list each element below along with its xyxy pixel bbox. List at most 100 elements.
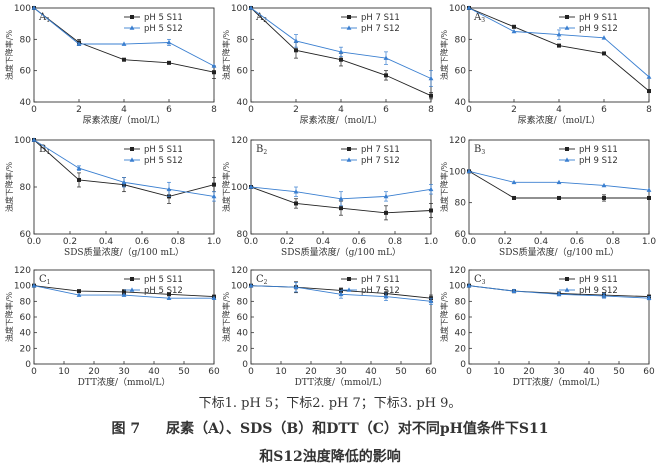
- data-point: [557, 195, 561, 200]
- x-tick-label: 6: [601, 105, 607, 115]
- x-tick-label: 2: [76, 105, 82, 115]
- x-tick-label: 0.6: [352, 237, 367, 247]
- y-tick-label: 100: [231, 183, 248, 193]
- y-tick-label: 100: [14, 282, 31, 292]
- data-point: [601, 35, 607, 40]
- x-tick-label: 20: [88, 367, 100, 377]
- y-tick-label: 120: [449, 136, 466, 146]
- legend-label: pH 7 S12: [361, 156, 400, 166]
- legend-marker: [346, 157, 352, 162]
- legend-label: pH 7 S12: [361, 24, 400, 34]
- y-tick-label: 60: [20, 313, 32, 323]
- x-tick-label: 0.0: [27, 237, 42, 247]
- legend-marker: [129, 25, 135, 30]
- figure-title-line2: 和S12浊度降低的影响: [259, 449, 401, 465]
- x-tick-label: 0.8: [388, 237, 403, 247]
- legend-marker: [129, 157, 135, 162]
- y-tick-label: 100: [449, 167, 466, 177]
- x-axis-label: SDS质量浓度/（g/100 mL）: [64, 246, 184, 258]
- y-tick-label: 100: [449, 282, 466, 292]
- x-tick-label: 0.4: [316, 237, 331, 247]
- x-tick-label: 40: [148, 367, 160, 377]
- legend-label: pH 7 S12: [361, 286, 400, 296]
- data-point: [212, 70, 216, 75]
- legend-marker: [564, 287, 570, 292]
- x-tick-label: 2: [293, 105, 299, 115]
- data-point: [31, 5, 37, 10]
- series-line: [468, 170, 649, 199]
- x-tick-label: 60: [425, 367, 437, 377]
- y-tick-label: 120: [231, 266, 248, 276]
- legend-label: pH 7 S11: [361, 275, 400, 285]
- data-point: [338, 49, 344, 54]
- x-axis-label: 尿素浓度/（mol/L）: [518, 114, 601, 126]
- legend-label: pH 9 S12: [579, 24, 618, 34]
- x-axis-label: DTT浓度/（mmol/L）: [78, 376, 171, 388]
- y-tick-label: 40: [20, 98, 32, 108]
- data-point: [647, 195, 651, 200]
- legend-label: pH 5 S11: [144, 145, 183, 155]
- x-tick-label: 0.6: [135, 237, 150, 247]
- y-tick-label: 60: [20, 67, 32, 77]
- data-point: [556, 291, 562, 297]
- plot-frame: [33, 7, 215, 103]
- legend-marker: [565, 147, 569, 151]
- x-tick-label: 30: [553, 367, 565, 377]
- data-point: [293, 284, 299, 290]
- data-point: [384, 73, 388, 78]
- data-point: [76, 165, 82, 170]
- data-point: [338, 291, 344, 297]
- data-point: [77, 289, 81, 294]
- y-axis-label: 浊度下降率/%: [221, 291, 231, 342]
- data-point: [76, 292, 82, 297]
- legend-marker: [130, 277, 134, 281]
- x-tick-label: 40: [583, 367, 595, 377]
- y-axis-label: 浊度下降率/%: [439, 161, 449, 212]
- y-tick-label: 80: [237, 230, 249, 240]
- y-tick-label: 80: [455, 35, 467, 45]
- x-tick-label: 0: [31, 367, 37, 377]
- legend-marker: [347, 147, 351, 151]
- x-tick-label: 1.0: [207, 237, 222, 247]
- data-point: [646, 295, 652, 300]
- x-tick-label: 6: [383, 105, 389, 115]
- data-point: [428, 298, 434, 304]
- y-tick-label: 100: [14, 4, 31, 14]
- legend-marker: [347, 277, 351, 281]
- panel-label: A3: [473, 12, 485, 24]
- y-tick-label: 40: [455, 98, 467, 108]
- x-tick-label: 0.4: [534, 237, 549, 247]
- y-tick-label: 80: [455, 199, 467, 209]
- x-tick-label: 0.8: [606, 237, 621, 247]
- chart-panel-a3: 0 2 4 6 8 40 60 80 100 尿素浓度/（mol/L） 浊度下降率/% A3 pH 9 …: [439, 4, 652, 126]
- data-point: [122, 289, 126, 294]
- data-point: [557, 43, 561, 48]
- data-point: [76, 41, 82, 46]
- y-tick-label: 60: [455, 67, 467, 77]
- x-tick-label: 0: [31, 105, 37, 115]
- data-point: [77, 177, 81, 182]
- x-tick-label: 60: [208, 367, 220, 377]
- chart-panel-c3: 0 10 20 30 40 50 60 0 20 40 60 80 100 120 DTT浓度/（mmol/…: [439, 266, 655, 388]
- data-point: [466, 283, 472, 288]
- legend-marker: [129, 287, 135, 292]
- chart-panel-b2: 0.0 0.2 0.4 0.6 0.8 1.0 80 100 120 SDS质量浓度/（g/100…: [221, 136, 438, 258]
- data-point: [511, 288, 517, 293]
- plot-frame: [250, 139, 432, 235]
- chart-panel-c1: 0 10 20 30 40 50 60 0 20 40 60 80 100 120 DTT浓度/（mmol/…: [4, 266, 220, 388]
- x-tick-label: 50: [395, 367, 407, 377]
- legend-marker: [130, 15, 134, 19]
- y-axis-label: 浊度下降率/%: [439, 29, 449, 80]
- data-point: [429, 93, 433, 98]
- data-point: [121, 179, 127, 185]
- chart-panel-b3: 0.0 0.2 0.4 0.6 0.8 1.0 60 80 100 120 SDS质量浓度/（g/1…: [439, 136, 656, 258]
- x-tick-label: 2: [511, 105, 517, 115]
- chart-panel-a1: 0 2 4 6 8 40 60 80 100 尿素浓度/（mol/L） 浊度下降率/% A1 pH 5 …: [4, 4, 217, 126]
- x-tick-label: 40: [365, 367, 377, 377]
- data-point: [384, 210, 388, 215]
- legend-label: pH 5 S11: [144, 13, 183, 23]
- figure-title: 图 7 尿素（A）、SDS（B）和DTT（C）对不同pH值条件下S11: [0, 418, 660, 438]
- x-tick-label: 30: [118, 367, 130, 377]
- legend-label: pH 9 S11: [579, 145, 618, 155]
- legend-label: pH 5 S11: [144, 275, 183, 285]
